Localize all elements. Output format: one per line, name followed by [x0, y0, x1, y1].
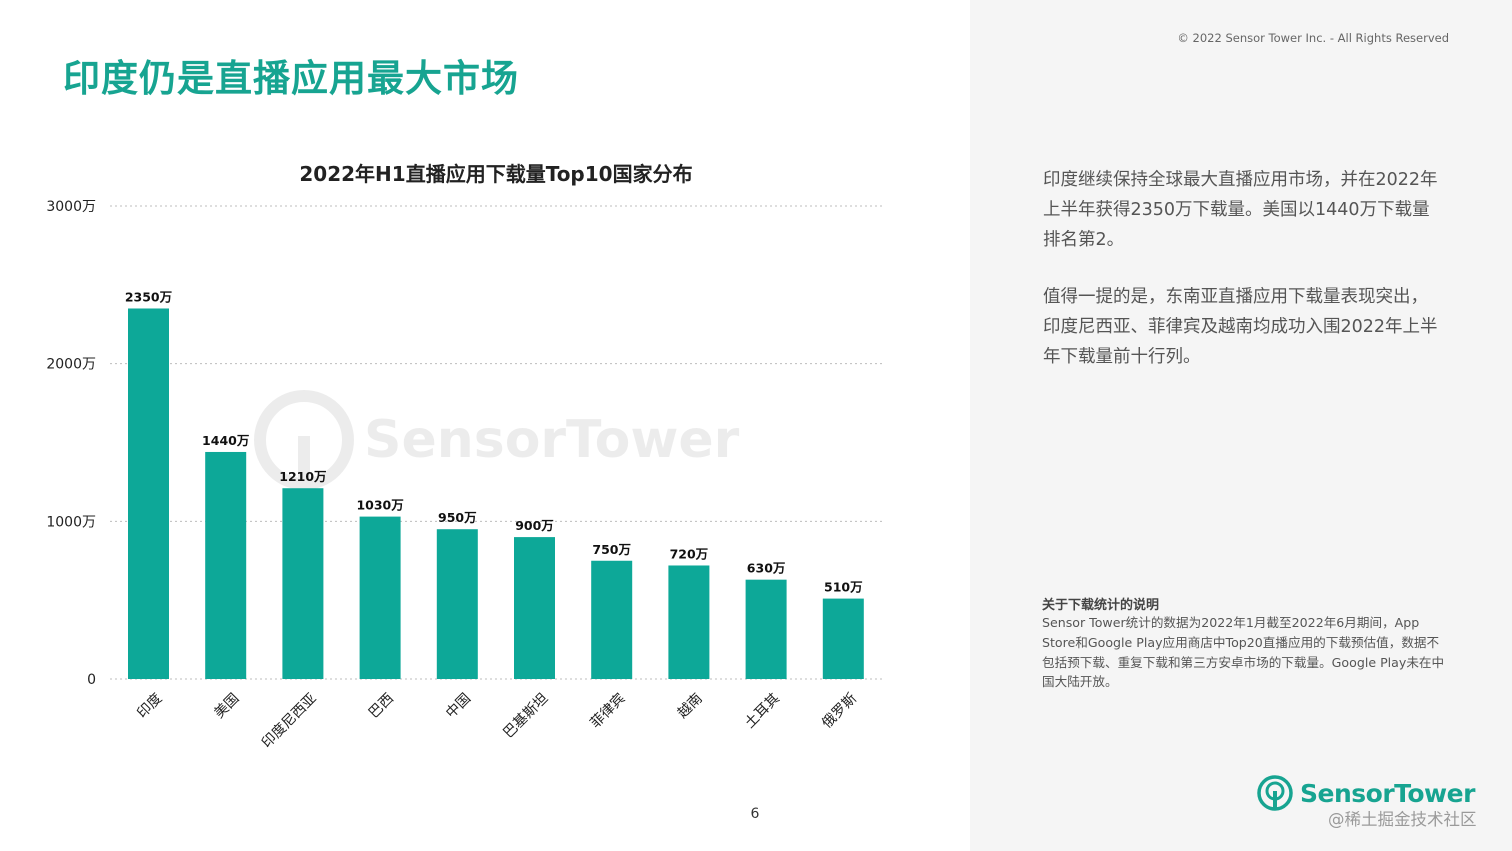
bar [745, 579, 787, 679]
y-tick-label: 2000万 [46, 357, 96, 373]
x-tick-label: 美国 [211, 691, 242, 722]
data-label: 720万 [670, 546, 709, 561]
x-tick-label: 俄罗斯 [819, 691, 860, 732]
sensor-tower-icon [1257, 775, 1293, 811]
chart-title: 2022年H1直播应用下载量Top10国家分布 [299, 162, 693, 186]
data-label: 750万 [592, 542, 631, 557]
x-tick-label: 印度 [134, 691, 165, 722]
page-title: 印度仍是直播应用最大市场 [63, 57, 519, 100]
x-tick-label: 土耳其 [742, 691, 783, 732]
data-label: 2350万 [125, 289, 172, 304]
x-tick-label: 菲律宾 [588, 691, 629, 732]
x-tick-label: 巴基斯坦 [500, 690, 552, 742]
summary-paragraph-2: 值得一提的是，东南亚直播应用下载量表现突出，印度尼西亚、菲律宾及越南均成功入围2… [1043, 287, 1438, 367]
background-watermark: SensorTower [252, 388, 739, 492]
summary-paragraph-1: 印度继续保持全球最大直播应用市场，并在2022年上半年获得2350万下载量。美国… [1043, 170, 1438, 250]
bar [128, 308, 169, 679]
note-body: Sensor Tower统计的数据为2022年1月截至2022年6月期间，App… [1042, 615, 1445, 690]
x-tick-label: 越南 [675, 691, 706, 722]
y-tick-label: 1000万 [46, 514, 96, 530]
copyright-text: © 2022 Sensor Tower Inc. - All Rights Re… [1177, 31, 1449, 45]
x-tick-label: 印度尼西亚 [259, 691, 320, 752]
data-label: 630万 [747, 561, 786, 576]
bar [282, 488, 324, 679]
sensor-tower-watermark-icon [254, 390, 354, 490]
bar [822, 598, 864, 679]
y-tick-label: 3000万 [46, 199, 96, 215]
bar [436, 529, 478, 679]
site-watermark: @稀土掘金技术社区 [1328, 810, 1477, 829]
bar [359, 516, 401, 679]
x-tick-label: 中国 [443, 691, 474, 722]
data-label: 1210万 [279, 469, 326, 484]
data-label: 1030万 [356, 498, 403, 513]
side-panel [970, 0, 1512, 851]
data-label: 950万 [438, 510, 477, 525]
background-watermark-text: SensorTower [364, 410, 740, 470]
sensor-tower-logo: SensorTower [1256, 774, 1475, 812]
data-label: 510万 [824, 580, 863, 595]
bar [205, 451, 247, 679]
bar [591, 560, 633, 679]
page-number: 6 [750, 806, 760, 822]
bar [668, 565, 710, 679]
data-label: 900万 [515, 518, 554, 533]
x-tick-label: 巴西 [366, 691, 397, 722]
y-tick-label: 0 [87, 672, 96, 688]
bar [514, 537, 555, 679]
note-title: 关于下载统计的说明 [1042, 598, 1160, 613]
data-label: 1440万 [202, 433, 249, 448]
logo-text: SensorTower [1300, 778, 1475, 808]
